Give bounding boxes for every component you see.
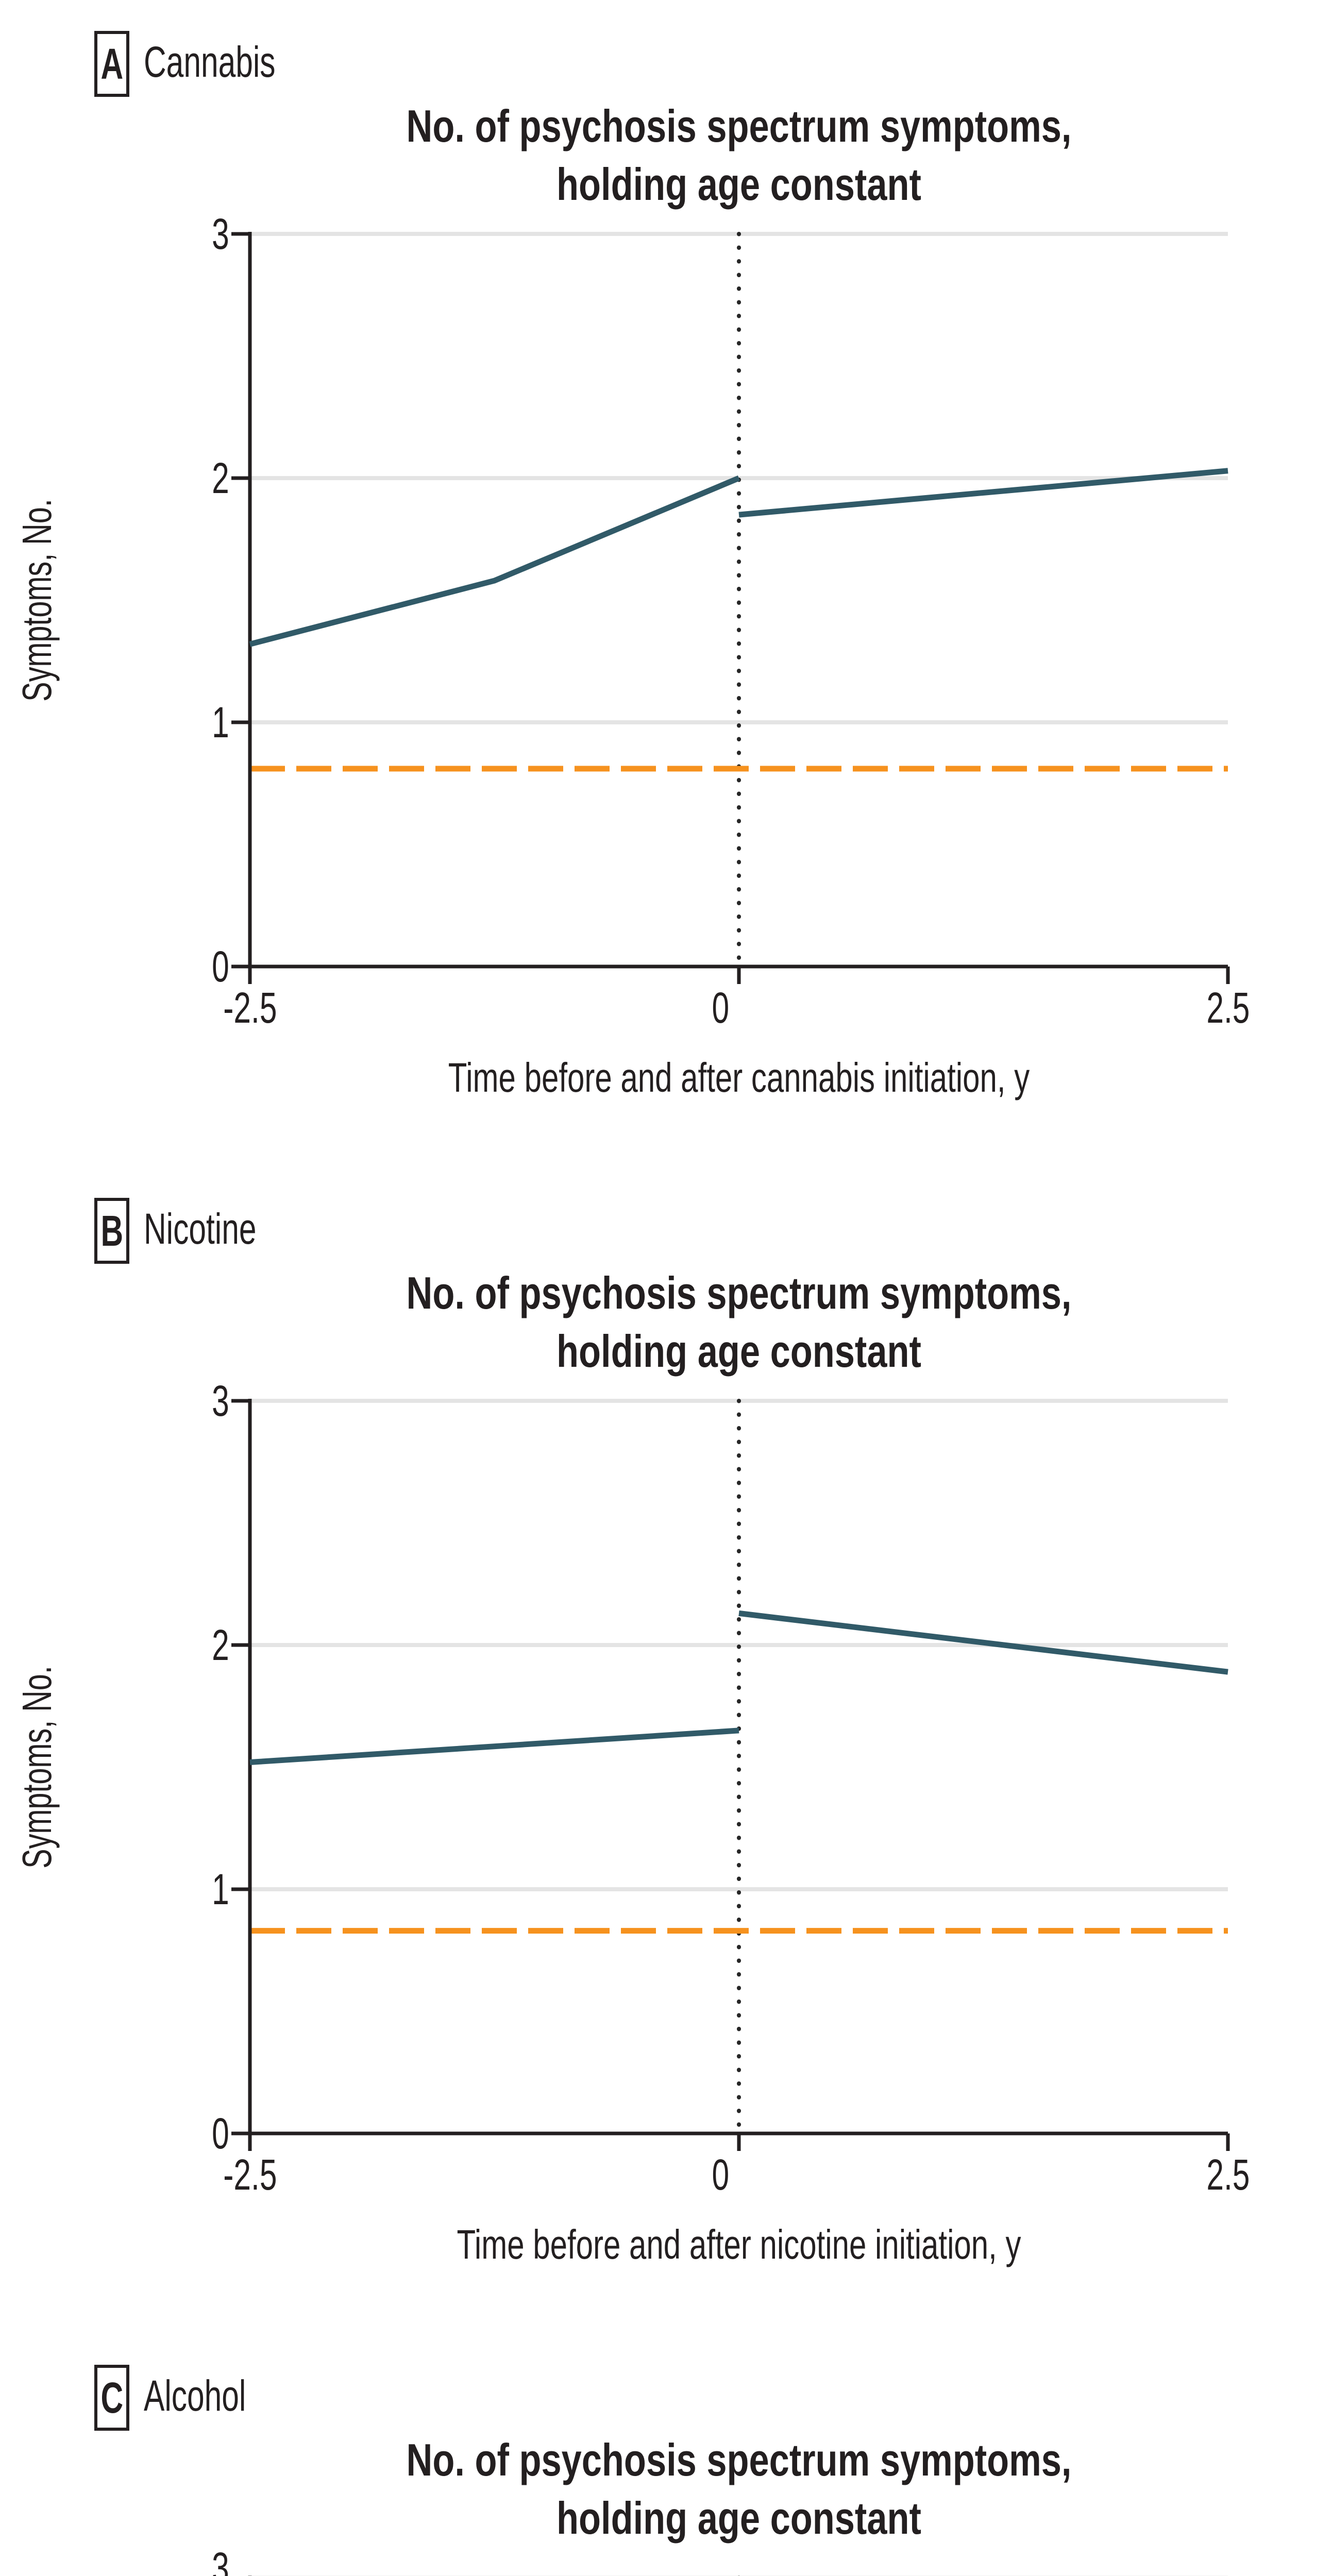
panel-c-letter-box: C [94, 2365, 129, 2431]
panel-a-plot [231, 232, 1230, 984]
panel-c-name: Alcohol [144, 2371, 246, 2420]
y-tick-0: 0 [212, 2109, 229, 2158]
y-tick-0: 0 [212, 942, 229, 991]
chart-title-line1: No. of psychosis spectrum symptoms, [406, 1267, 1072, 1318]
chart-title-line1: No. of psychosis spectrum symptoms, [406, 100, 1072, 151]
panel-b-letter: B [100, 1207, 123, 1255]
panel-b-x-axis-label: Time before and after nicotine initiatio… [457, 2222, 1021, 2267]
panel-b-plot [231, 1399, 1230, 2151]
panel-a-letter: A [100, 40, 123, 88]
panel-c-plot [248, 2575, 1228, 2576]
y-tick-3: 3 [212, 2544, 229, 2576]
chart-title-line1: No. of psychosis spectrum symptoms, [406, 2434, 1072, 2485]
chart-title-line2: holding age constant [557, 159, 921, 210]
x-tick-neg2p5: -2.5 [223, 2150, 277, 2199]
x-tick-0: 0 [712, 2150, 729, 2199]
panel-cannabis: A Cannabis No. of psychosis spectrum sym… [0, 0, 1332, 1167]
y-tick-3: 3 [212, 1377, 229, 1425]
panel-a-letter-box: A [94, 31, 129, 97]
panel-b-letter-box: B [94, 1198, 129, 1264]
pre-initiation-line [249, 1727, 739, 1766]
panel-c-chart-title: No. of psychosis spectrum symptoms, hold… [348, 2431, 1130, 2547]
panel-a-chart-title: No. of psychosis spectrum symptoms, hold… [348, 97, 1130, 213]
pre-initiation-line [249, 475, 740, 647]
y-tick-2: 2 [212, 454, 229, 502]
panel-b-chart-title: No. of psychosis spectrum symptoms, hold… [348, 1264, 1130, 1380]
post-initiation-line [738, 468, 1228, 518]
x-tick-2p5: 2.5 [1206, 2150, 1250, 2199]
panel-b-name: Nicotine [144, 1205, 257, 1253]
panel-a-name: Cannabis [144, 38, 276, 86]
panel-c-letter: C [100, 2374, 123, 2422]
panel-nicotine: B Nicotine No. of psychosis spectrum sym… [0, 1167, 1332, 2334]
y-tick-1: 1 [212, 1865, 229, 1913]
x-tick-2p5: 2.5 [1206, 984, 1250, 1032]
x-tick-0: 0 [712, 984, 729, 1032]
panel-alcohol: C Alcohol No. of psychosis spectrum symp… [0, 2334, 1332, 2576]
panel-a-x-axis-label: Time before and after cannabis initiatio… [448, 1055, 1030, 1100]
chart-title-line2: holding age constant [557, 2493, 921, 2544]
chart-title-line2: holding age constant [557, 1326, 921, 1377]
x-tick-neg2p5: -2.5 [223, 984, 277, 1032]
y-tick-2: 2 [212, 1621, 229, 1669]
y-tick-1: 1 [212, 698, 229, 747]
post-initiation-line [738, 1610, 1228, 1675]
y-tick-3: 3 [212, 210, 229, 258]
